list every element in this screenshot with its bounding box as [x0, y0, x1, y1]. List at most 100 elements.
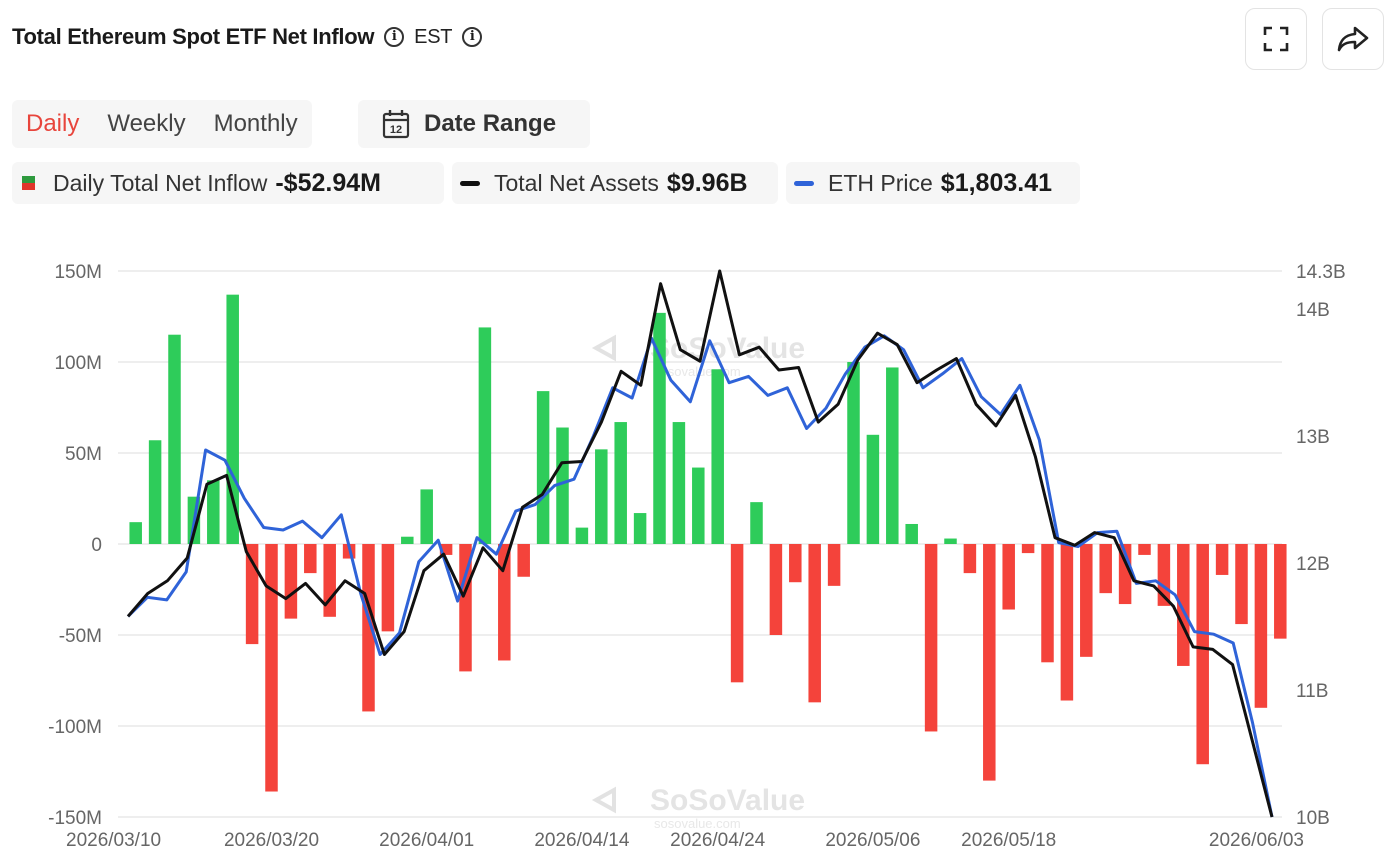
x-tick-label: 2026/03/20 — [224, 830, 319, 851]
inflow-bar — [1041, 544, 1054, 663]
watermark-subtext: sosovalue.com — [654, 816, 741, 831]
left-tick-label: 150M — [54, 262, 102, 283]
fullscreen-icon — [1263, 26, 1289, 52]
inflow-bar — [614, 422, 627, 544]
x-tick-label: 2026/04/14 — [534, 830, 630, 851]
watermark-text: SoSoValue — [650, 784, 805, 817]
share-button[interactable] — [1322, 8, 1384, 70]
inflow-bar — [517, 544, 530, 577]
inflow-bar — [304, 544, 317, 574]
inflow-bar — [963, 544, 977, 574]
assets-line — [126, 269, 1274, 818]
date-range-label: Date Range — [424, 110, 557, 137]
inflow-bar — [323, 544, 336, 617]
inflow-bar — [284, 544, 298, 619]
left-tick-label: 100M — [54, 353, 102, 374]
legend-price[interactable]: ETH Price $1,803.41 — [786, 162, 1080, 204]
x-axis-labels: 2026/03/10 2026/03/20 2026/04/01 2026/04/14… — [66, 830, 1304, 851]
x-tick-label: 2026/04/01 — [379, 830, 474, 851]
inflow-bar — [750, 502, 763, 544]
inflow-bar — [1196, 544, 1209, 765]
inflow-bar — [692, 467, 705, 544]
legend-price-value: $1,803.41 — [940, 168, 1053, 197]
inflow-bar — [1274, 544, 1287, 639]
left-tick-label: 0 — [91, 535, 102, 556]
legend-assets-value: $9.96B — [666, 168, 748, 197]
x-tick-label: 2026/04/24 — [670, 830, 766, 851]
legend-inflow-value: -$52.94M — [275, 168, 381, 197]
inflow-bar — [905, 523, 918, 544]
inflow-bar — [439, 544, 453, 555]
series-lines — [126, 269, 1274, 818]
inflow-bar — [401, 536, 414, 544]
legend-assets-label: Total Net Assets — [494, 169, 659, 196]
inflow-bar — [420, 489, 433, 544]
title-text: Total Ethereum Spot ETF Net Inflow — [12, 24, 375, 49]
inflow-bar — [459, 544, 472, 672]
inflow-bar — [575, 527, 589, 544]
inflow-bar — [808, 544, 821, 703]
x-tick-label: 2026/05/18 — [961, 830, 1056, 851]
date-range-button[interactable]: 12 Date Range — [358, 100, 590, 148]
inflow-bars — [129, 294, 1287, 792]
inflow-bar — [983, 544, 996, 781]
x-tick-label: 2026/05/06 — [825, 830, 920, 851]
legend-inflow[interactable]: Daily Total Net Inflow -$52.94M — [12, 162, 444, 204]
inflow-bar — [944, 538, 957, 544]
legend-assets[interactable]: Total Net Assets $9.96B — [452, 162, 778, 204]
right-tick-label: 13B — [1296, 427, 1330, 448]
inflow-swatch — [22, 176, 35, 190]
inflow-bar — [1021, 544, 1035, 554]
fullscreen-button[interactable] — [1245, 8, 1307, 70]
tab-daily[interactable]: Daily — [26, 110, 80, 137]
inflow-bar — [207, 480, 220, 544]
right-tick-label: 14.3B — [1296, 262, 1346, 283]
inflow-bar — [478, 327, 492, 544]
inflow-bar — [924, 544, 938, 732]
watermark-logo — [591, 334, 616, 362]
inflow-bar — [536, 391, 550, 544]
x-tick-label: 2026/03/10 — [66, 830, 161, 851]
left-tick-label: 50M — [65, 444, 102, 465]
inflow-bar — [1235, 544, 1248, 625]
share-icon — [1337, 26, 1369, 52]
calendar-icon: 12 — [382, 110, 410, 139]
inflow-bar — [498, 544, 511, 661]
right-tick-label: 11B — [1296, 681, 1328, 702]
inflow-bar — [556, 427, 569, 544]
tab-monthly[interactable]: Monthly — [213, 110, 298, 137]
right-tick-label: 12B — [1296, 554, 1330, 575]
x-tick-label: 2026/06/03 — [1209, 830, 1304, 851]
inflow-bar — [1002, 544, 1015, 610]
inflow-bar — [672, 422, 686, 544]
timezone-info-icon[interactable]: i — [462, 27, 483, 47]
tab-weekly[interactable]: Weekly — [107, 110, 186, 137]
info-icon[interactable]: i — [384, 27, 405, 47]
left-tick-label: -150M — [48, 808, 102, 829]
inflow-bar — [653, 312, 666, 544]
right-tick-label: 14B — [1296, 300, 1330, 321]
inflow-bar — [711, 369, 724, 544]
price-line — [126, 334, 1274, 818]
chart-title: Total Ethereum Spot ETF Net Inflow i EST… — [12, 24, 483, 50]
svg-text:12: 12 — [390, 124, 402, 136]
inflow-bar — [847, 362, 860, 544]
inflow-bar — [148, 440, 162, 544]
inflow-bar — [866, 434, 880, 544]
watermarks: SoSoValuesosovalue.comSoSoValuesosovalue… — [591, 332, 805, 831]
left-tick-label: -50M — [59, 626, 102, 647]
inflow-bar — [226, 294, 239, 544]
legend-inflow-label: Daily Total Net Inflow — [53, 169, 268, 196]
inflow-bar — [1215, 544, 1229, 575]
inflow-bar — [769, 544, 783, 635]
interval-tabs: Daily Weekly Monthly — [12, 100, 312, 148]
legend-price-label: ETH Price — [828, 169, 933, 196]
inflow-bar — [595, 449, 608, 544]
inflow-bar — [1138, 544, 1151, 555]
watermark-logo — [591, 786, 616, 814]
inflow-bar — [1080, 544, 1093, 657]
inflow-bar — [1099, 544, 1112, 594]
inflow-bar — [168, 334, 181, 544]
left-tick-label: -100M — [48, 717, 102, 738]
